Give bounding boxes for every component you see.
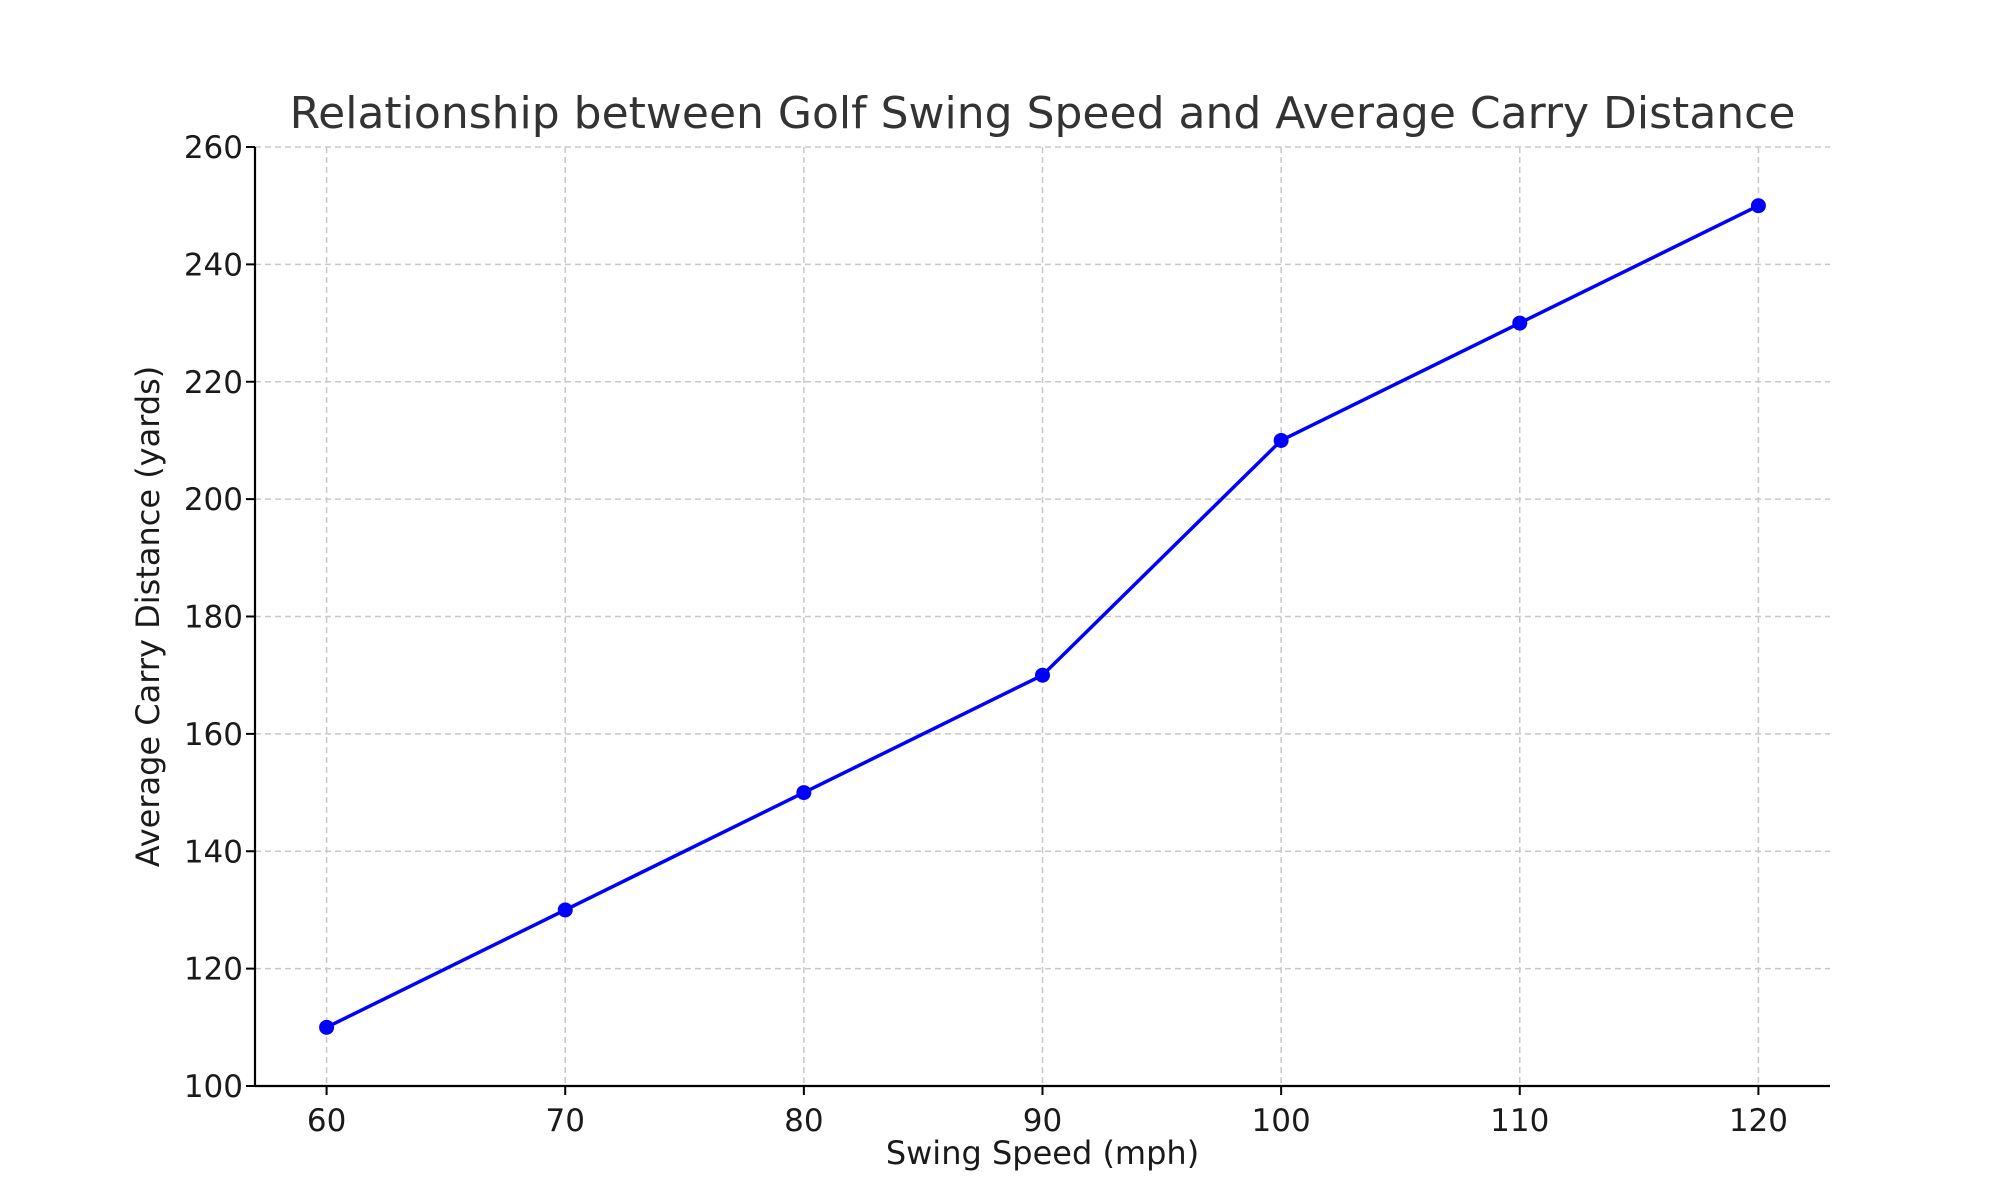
y-tick-label: 260 xyxy=(184,130,243,166)
data-point xyxy=(1512,315,1528,331)
y-axis-label: Average Carry Distance (yards) xyxy=(129,366,167,868)
x-tick-label: 60 xyxy=(307,1103,346,1139)
data-point xyxy=(319,1019,335,1035)
y-tick-label: 220 xyxy=(184,365,243,401)
y-tick-label: 160 xyxy=(184,717,243,753)
x-tick-label: 110 xyxy=(1490,1103,1549,1139)
data-point xyxy=(1273,432,1289,448)
x-axis-label: Swing Speed (mph) xyxy=(886,1134,1199,1172)
y-tick-label: 200 xyxy=(184,482,243,518)
data-point xyxy=(557,902,573,918)
y-tick-label: 120 xyxy=(184,952,243,988)
chart-title: Relationship between Golf Swing Speed an… xyxy=(290,88,1796,139)
y-tick-label: 100 xyxy=(184,1069,243,1105)
x-tick-label: 70 xyxy=(546,1103,585,1139)
grid xyxy=(255,146,1830,1086)
series xyxy=(319,198,1766,1035)
x-tick-label: 120 xyxy=(1729,1103,1788,1139)
x-tick-label: 90 xyxy=(1023,1103,1062,1139)
y-tick-label: 180 xyxy=(184,600,243,636)
x-tick-label: 80 xyxy=(784,1103,823,1139)
data-point xyxy=(1750,198,1766,214)
y-tick-label: 240 xyxy=(184,247,243,283)
x-tick-label: 100 xyxy=(1252,1103,1311,1139)
tick-labels: 100 120 140 160 180 200 220 240 260 60 70 80 90 100 11… xyxy=(184,130,1788,1139)
data-point xyxy=(796,785,812,801)
data-point xyxy=(1035,667,1050,683)
y-tick-label: 140 xyxy=(184,834,243,870)
